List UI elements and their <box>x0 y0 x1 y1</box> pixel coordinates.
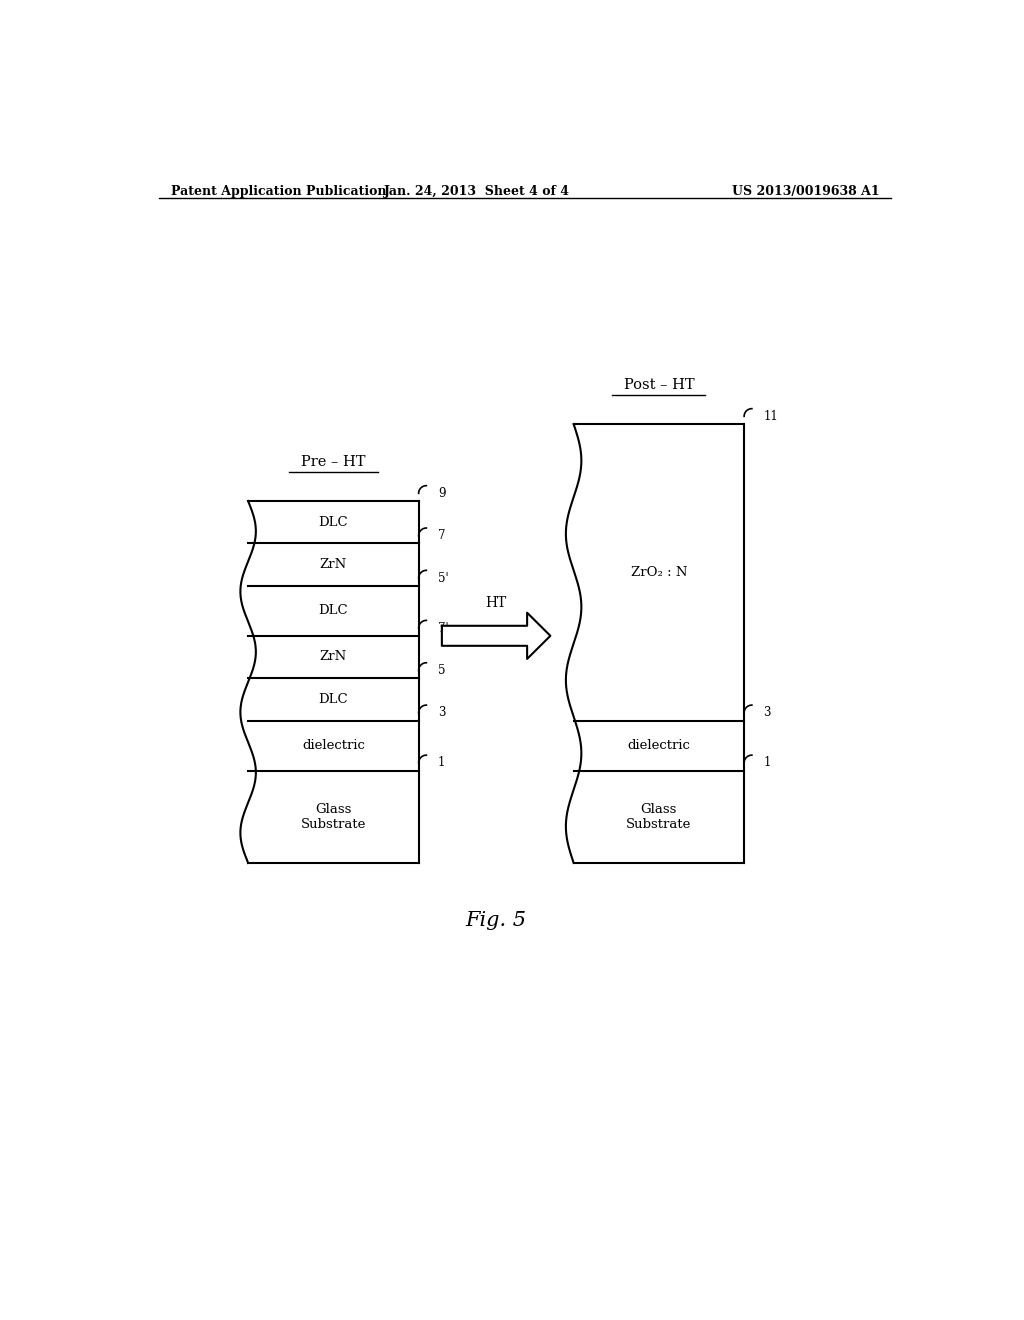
Text: 1: 1 <box>764 756 771 770</box>
Text: 7: 7 <box>438 529 445 543</box>
Text: ZrN: ZrN <box>319 558 347 572</box>
Text: 5': 5' <box>438 572 449 585</box>
Text: 7': 7' <box>438 622 449 635</box>
Text: Pre – HT: Pre – HT <box>301 454 366 469</box>
Text: Patent Application Publication: Patent Application Publication <box>171 185 386 198</box>
Text: DLC: DLC <box>318 605 348 618</box>
Text: 1: 1 <box>438 756 445 770</box>
Text: ZrN: ZrN <box>319 651 347 664</box>
Text: HT: HT <box>485 597 507 610</box>
Text: US 2013/0019638 A1: US 2013/0019638 A1 <box>732 185 880 198</box>
Text: Glass
Substrate: Glass Substrate <box>301 803 366 830</box>
Text: DLC: DLC <box>318 516 348 529</box>
Text: dielectric: dielectric <box>628 739 690 752</box>
Text: 9: 9 <box>438 487 445 500</box>
Text: 3: 3 <box>438 706 445 719</box>
Text: 11: 11 <box>764 409 778 422</box>
Text: dielectric: dielectric <box>302 739 365 752</box>
Text: 5: 5 <box>438 664 445 677</box>
Text: DLC: DLC <box>318 693 348 706</box>
Text: Glass
Substrate: Glass Substrate <box>627 803 691 830</box>
Text: ZrO₂ : N: ZrO₂ : N <box>631 566 687 578</box>
Text: Fig. 5: Fig. 5 <box>466 911 526 931</box>
Text: 3: 3 <box>764 706 771 719</box>
Text: Post – HT: Post – HT <box>624 378 694 392</box>
Text: Jan. 24, 2013  Sheet 4 of 4: Jan. 24, 2013 Sheet 4 of 4 <box>384 185 569 198</box>
